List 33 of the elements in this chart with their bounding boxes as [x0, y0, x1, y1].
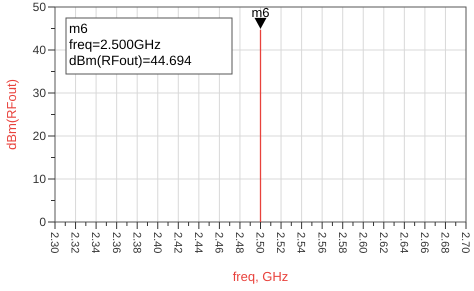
x-tick-label: 2.50	[254, 232, 266, 254]
y-tick-label: 30	[32, 86, 46, 100]
x-tick-label: 2.42	[171, 232, 184, 254]
x-tick-label: 2.32	[68, 232, 81, 254]
x-tick-label: 2.70	[459, 232, 472, 254]
x-tick-label: 2.66	[418, 232, 430, 254]
x-tick-label: 2.54	[294, 232, 307, 254]
y-tick-label: 40	[32, 43, 46, 58]
x-tick-label: 2.46	[212, 232, 225, 254]
x-tick-label: 2.64	[398, 232, 410, 254]
annotation: m6	[251, 4, 270, 20]
annotation: dBm(RFout)=44.694	[69, 53, 192, 68]
x-axis-title: freq, GHz	[232, 269, 288, 284]
x-tick-label: 2.44	[192, 232, 204, 254]
x-tick-label: 2.56	[315, 232, 328, 254]
x-tick-label: 2.48	[233, 232, 246, 254]
y-tick-label: 0	[39, 215, 46, 230]
y-tick-label: 20	[32, 129, 46, 144]
annotation: m6	[69, 21, 88, 36]
y-axis-title: dBm(RFout)	[4, 79, 19, 150]
y-tick-label: 50	[32, 0, 46, 14]
x-tick-label: 2.58	[336, 232, 348, 254]
y-tick-label: 10	[32, 172, 46, 186]
x-tick-label: 2.68	[438, 232, 451, 254]
x-tick-label: 2.52	[274, 232, 286, 254]
x-tick-label: 2.40	[150, 232, 163, 254]
x-tick-label: 2.30	[48, 232, 60, 254]
x-tick-label: 2.60	[356, 232, 368, 254]
x-tick-label: 2.34	[89, 232, 102, 254]
x-tick-label: 2.62	[376, 232, 389, 254]
x-tick-label: 2.36	[110, 232, 122, 254]
annotation: freq=2.500GHz	[69, 37, 162, 52]
x-tick-label: 2.38	[130, 232, 142, 254]
